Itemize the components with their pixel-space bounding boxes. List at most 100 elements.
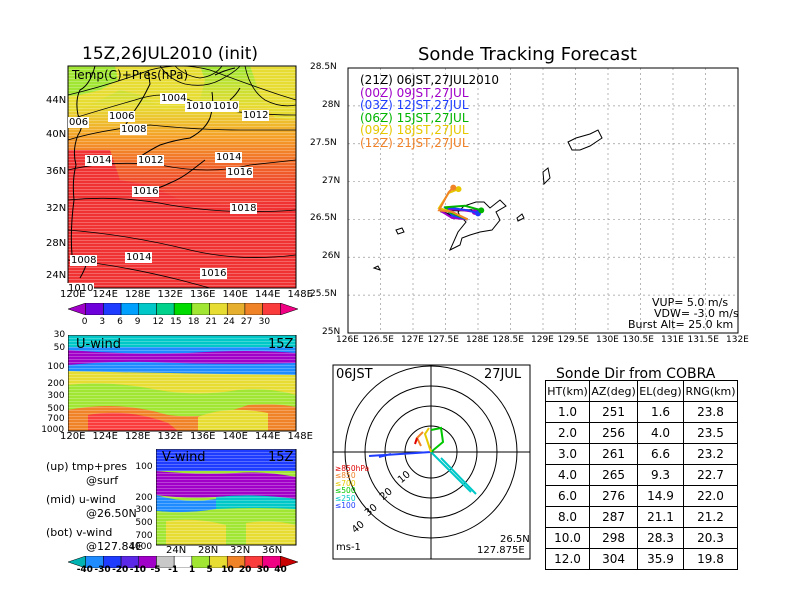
track-lon-label: 131.5E xyxy=(687,335,719,345)
wind-colorbar-label: -10 xyxy=(129,565,147,575)
map-lat-label: 44N xyxy=(46,95,67,106)
track-lon-label: 128E xyxy=(466,335,489,345)
wind-colorbar-label: -20 xyxy=(112,565,129,575)
track-series-line xyxy=(437,186,469,221)
u-wind-pressure-label: 1000 xyxy=(41,425,65,435)
track-lon-label: 128.5E xyxy=(492,335,524,345)
table-cell: 4.0 xyxy=(544,464,591,486)
isobar-label: 006 xyxy=(68,117,90,128)
table-row: 6.0 276 14.9 22.0 xyxy=(544,485,739,507)
note-line-sub: @127.84E xyxy=(86,540,143,553)
colorbar-swatch xyxy=(280,556,298,568)
map-lon-label: 140E xyxy=(222,289,248,300)
polar-level-legend-item: ≥850hPa xyxy=(335,464,370,473)
table-cell: 28.3 xyxy=(637,527,684,549)
track-lon-label: 126E xyxy=(336,335,359,345)
isobar-label: 1014 xyxy=(125,252,153,263)
island-outline xyxy=(395,227,405,235)
table-cell: 14.9 xyxy=(637,485,684,507)
isobar-label: 1006 xyxy=(108,111,136,122)
isobar-label: 1016 xyxy=(200,268,228,279)
v-wind-time: 15Z xyxy=(268,450,294,465)
map-lon-label: 148E xyxy=(287,289,313,300)
track-legend-item: (09Z) 18JST,27JUL xyxy=(360,123,469,137)
u-wind-lon-label: 140E xyxy=(222,431,248,442)
note-line: (bot) v-wind xyxy=(46,526,113,539)
table-cell: 4.0 xyxy=(637,422,684,444)
colorbar-swatch xyxy=(156,303,175,315)
isobar-label: 1008 xyxy=(70,255,98,266)
polar-level-legend-item: ≤700 xyxy=(335,478,356,488)
table-row: 1.0 251 1.6 23.8 xyxy=(544,401,739,423)
temperature-colorbar xyxy=(68,303,298,315)
map-lat-label: 36N xyxy=(46,166,67,177)
track-title: Sonde Tracking Forecast xyxy=(418,44,637,65)
colorbar-swatch xyxy=(226,303,246,315)
table-cell: 23.5 xyxy=(682,422,739,444)
map-lon-label: 144E xyxy=(255,289,281,300)
track-param: Burst Alt= 25.0 km xyxy=(628,318,734,331)
table-cell: 256 xyxy=(589,422,639,444)
island-outline xyxy=(372,265,381,271)
v-wind-panel xyxy=(156,449,297,546)
isobar-label: 1016 xyxy=(132,186,160,197)
table-cell: 276 xyxy=(589,485,639,507)
polar-wind-vector xyxy=(430,426,445,453)
table-row: 4.0 265 9.3 22.7 xyxy=(544,464,739,486)
temperature-colorbar-label: 12 xyxy=(152,317,164,327)
isobar-label: 1010 xyxy=(212,101,240,112)
v-wind-pressure-label: 300 xyxy=(135,505,153,515)
v-wind-lat-label: 36N xyxy=(262,545,283,556)
u-wind-lon-label: 120E xyxy=(60,431,86,442)
table-cell: 12.0 xyxy=(544,548,591,570)
u-wind-time: 15Z xyxy=(268,337,294,352)
u-wind-label: U-wind xyxy=(76,337,121,352)
polar-left-label: 06JST xyxy=(336,367,373,382)
temperature-colorbar-label: 3 xyxy=(99,317,106,327)
colorbar-swatch xyxy=(191,303,210,315)
polar-level-legend-item: ≤500 xyxy=(335,486,356,496)
track-end-point xyxy=(450,184,457,191)
polar-loc-lat: 26.5N xyxy=(500,534,530,545)
colorbar-swatch xyxy=(173,303,193,315)
table-row: 2.0 256 4.0 23.5 xyxy=(544,422,739,444)
track-lon-label: 130.5E xyxy=(622,335,654,345)
track-lat-label: 25.5N xyxy=(310,289,337,300)
track-lon-label: 129E xyxy=(531,335,554,345)
table-cell: 287 xyxy=(589,506,639,528)
table-cell: 21.2 xyxy=(682,506,739,528)
track-lon-label: 126.5E xyxy=(362,335,394,345)
track-param: VDW= -3.0 m/s xyxy=(654,307,739,320)
map-lat-label: 32N xyxy=(46,203,67,214)
temperature-colorbar-label: 30 xyxy=(258,317,271,327)
island-outline xyxy=(542,167,551,186)
wind-colorbar-label: 1 xyxy=(188,565,196,575)
u-wind-pressure-label: 200 xyxy=(47,379,65,389)
wind-colorbar-label: -5 xyxy=(150,565,161,575)
v-wind-pressure-label: 1000 xyxy=(129,542,153,552)
v-wind-lat-label: 28N xyxy=(198,545,219,556)
note-line: (mid) u-wind xyxy=(46,493,116,506)
table-cell: 8.0 xyxy=(544,506,591,528)
map-lat-label: 40N xyxy=(46,129,67,140)
table-cell: 6.0 xyxy=(544,485,591,507)
left-title: 15Z,26JUL2010 (init) xyxy=(82,44,259,64)
track-lat-label: 26N xyxy=(322,251,341,262)
u-wind-lon-label: 132E xyxy=(157,431,183,442)
v-wind-lat-label: 24N xyxy=(166,545,187,556)
table-cell: 23.2 xyxy=(682,443,739,465)
track-lat-label: 26.5N xyxy=(310,213,337,224)
track-legend-item: (03Z) 12JST,27JUL xyxy=(360,98,469,112)
table-cell: 21.1 xyxy=(637,506,684,528)
v-wind-lat-label: 32N xyxy=(230,545,251,556)
u-wind-pressure-label: 700 xyxy=(47,414,65,424)
isobar-label: 1018 xyxy=(230,203,258,214)
track-lon-label: 132E xyxy=(726,335,749,345)
u-wind-lon-label: 144E xyxy=(255,431,281,442)
table-cell: 304 xyxy=(589,548,639,570)
colorbar-swatch xyxy=(103,303,122,315)
colorbar-swatch xyxy=(262,303,281,315)
track-lat-label: 28N xyxy=(322,99,341,110)
colorbar-swatch xyxy=(138,303,157,315)
v-wind-pressure-label: 100 xyxy=(135,462,153,472)
